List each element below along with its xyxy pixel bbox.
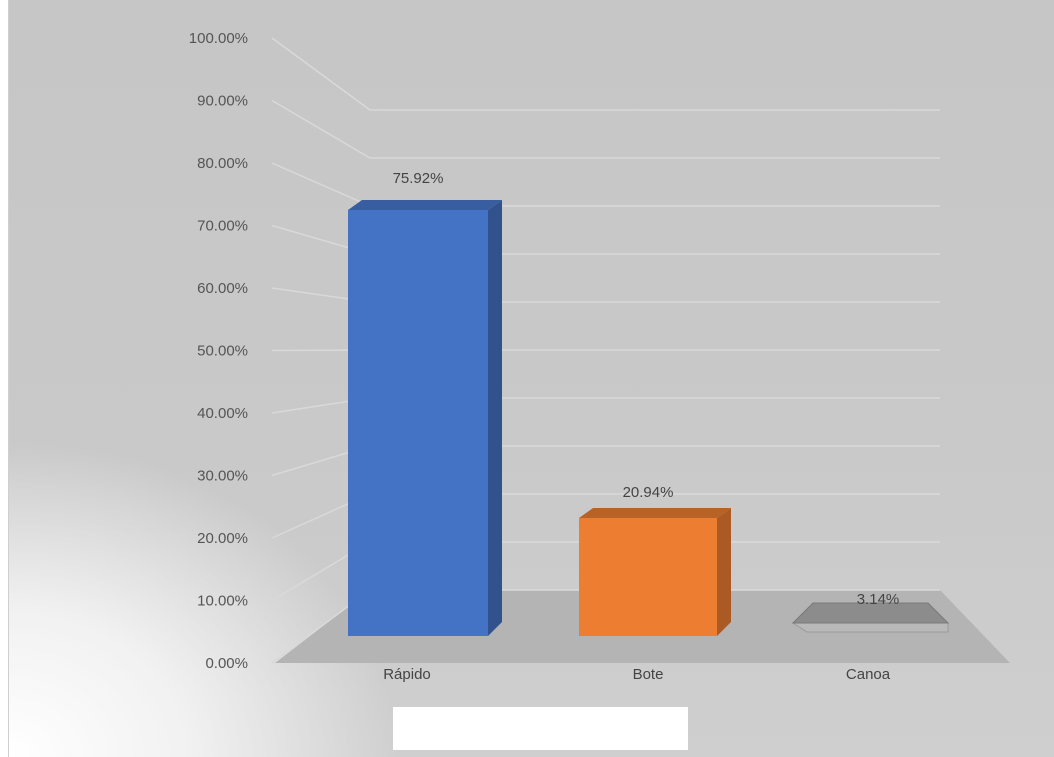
bar-bote [579, 518, 717, 636]
y-tick-label: 20.00% [197, 530, 248, 547]
bar-rapido [348, 210, 488, 636]
y-tick-label: 70.00% [197, 218, 248, 235]
y-tick-label: 80.00% [197, 155, 248, 172]
y-tick-label: 0.00% [205, 655, 248, 672]
y-tick-label: 10.00% [197, 593, 248, 610]
y-tick-label: 50.00% [197, 343, 248, 360]
bar-canoa-top [791, 602, 950, 624]
y-tick-label: 100.00% [189, 30, 248, 47]
y-tick-label: 90.00% [197, 93, 248, 110]
y-tick-label: 30.00% [197, 468, 248, 485]
gridline [271, 99, 940, 159]
bar-top [579, 508, 731, 518]
legend-area [393, 707, 688, 750]
y-tick-label: 40.00% [197, 405, 248, 422]
bar-side [488, 200, 502, 636]
data-label-canoa: 3.14% [857, 591, 900, 608]
x-category-label: Rápido [383, 666, 431, 683]
bar-canoa-front [791, 622, 949, 633]
y-tick-label: 60.00% [197, 280, 248, 297]
bar-top [348, 200, 502, 210]
x-category-label: Bote [633, 666, 664, 683]
bar-side [717, 508, 731, 636]
data-label-bote: 20.94% [623, 484, 674, 501]
x-category-label: Canoa [846, 666, 891, 683]
data-label-rapido: 75.92% [393, 170, 444, 187]
gridline [271, 162, 940, 207]
gridline [271, 37, 940, 111]
